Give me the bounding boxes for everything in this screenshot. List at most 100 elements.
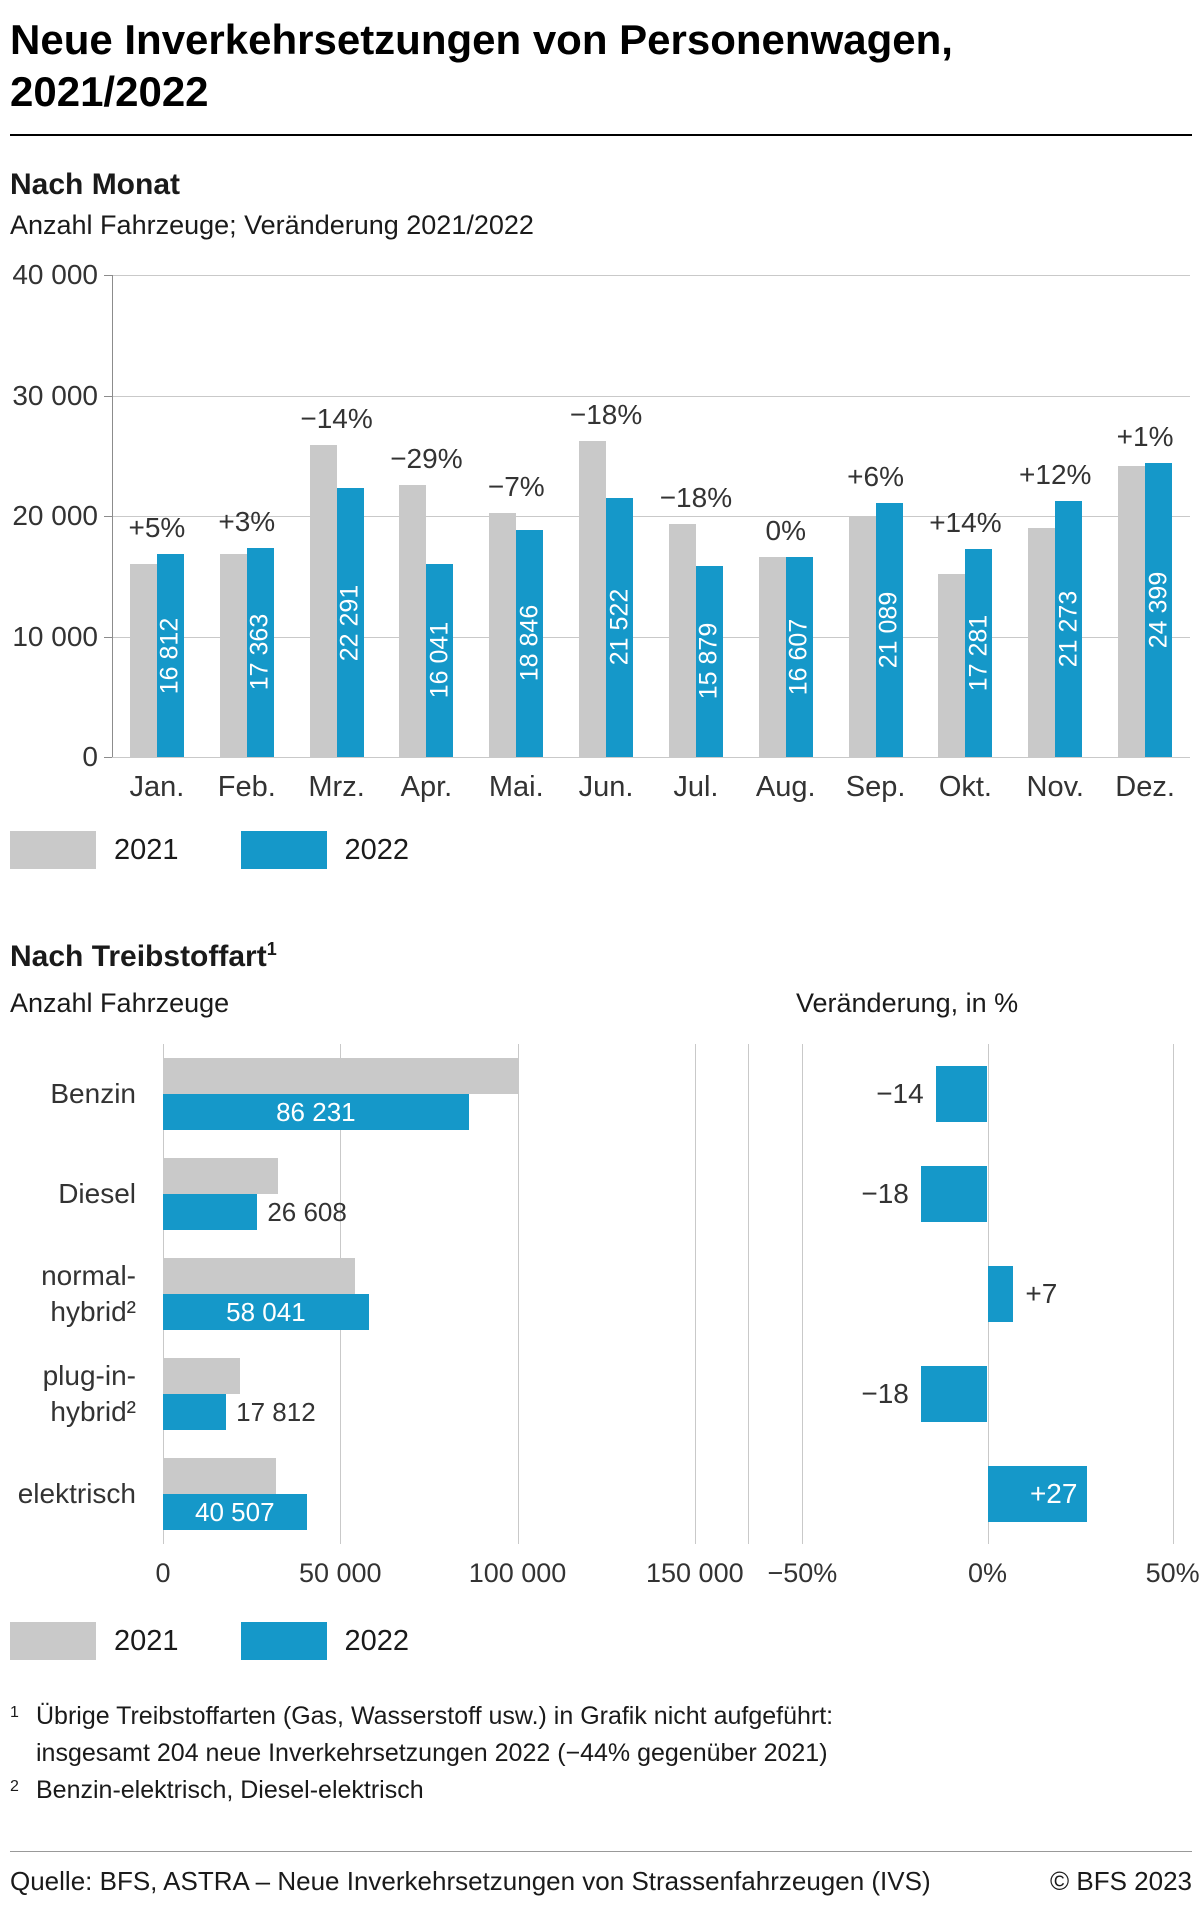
bar-2021: [309, 444, 337, 757]
bar-2021: [1118, 465, 1146, 757]
x-axis-label: 50%: [1145, 1558, 1200, 1588]
gridline: [112, 516, 1190, 517]
plot-edge-line: [748, 1044, 749, 1544]
bar-value-label: 21 089: [874, 591, 903, 669]
gridline: [112, 275, 1190, 276]
bar-value-label: 16 812: [155, 617, 184, 694]
bar-value-label: 17 281: [964, 614, 993, 692]
gridline: [112, 636, 1190, 638]
footnotes: 1 Übrige Treibstoffarten (Gas, Wassersto…: [10, 1698, 1192, 1809]
footnote-2-marker: 2: [10, 1778, 19, 1795]
bar-value-label: 15 879: [694, 623, 723, 700]
x-axis-label: 50 000: [298, 1558, 382, 1588]
fuel-chart-titles: Anzahl Fahrzeuge Veränderung, in %: [10, 988, 1192, 1020]
y-axis-tick: [104, 516, 112, 517]
category-label: Diesel: [58, 1178, 136, 1209]
bar-2022: 16 812: [155, 554, 184, 757]
x-axis-label: Mrz.: [308, 771, 365, 803]
bar-2021: [163, 1458, 277, 1494]
bar-2021: [163, 1258, 356, 1294]
legend-swatch-2022: [240, 831, 327, 869]
bar-2022: [935, 1066, 988, 1122]
bar-2022: 21 089: [874, 502, 903, 757]
y-axis-label: 30 000: [12, 379, 98, 411]
change-label: +3%: [218, 505, 276, 537]
section-heading-fuel-sup: 1: [266, 939, 277, 959]
footnote-1-marker: 1: [10, 1704, 19, 1721]
bar-2022: 16 607: [784, 556, 813, 757]
section-heading-month: Nach Monat: [10, 168, 181, 201]
footer: Quelle: BFS, ASTRA – Neue Inverkehrsetzu…: [10, 1851, 1192, 1897]
bar-2022: 21 273: [1054, 500, 1083, 757]
bar-value-label: 16 041: [425, 622, 454, 699]
section-heading-fuel-text: Nach Treibstoffart: [10, 940, 267, 973]
bar-2022: 22 291: [336, 488, 364, 757]
category-label: elektrisch: [17, 1478, 136, 1509]
legend-swatch-2021: [10, 831, 96, 869]
footer-source: Quelle: BFS, ASTRA – Neue Inverkehrsetzu…: [10, 1866, 931, 1896]
gridline: [112, 395, 1190, 397]
month-chart-subtitle: Anzahl Fahrzeuge; Veränderung 2021/2022: [10, 210, 534, 240]
gridline: [694, 1044, 696, 1544]
bar-value-label: 86 231: [276, 1096, 356, 1127]
bar-2022: 86 231: [163, 1094, 469, 1130]
category-label: plug-in- hybrid²: [42, 1360, 136, 1427]
bar-value-label: −18: [861, 1378, 909, 1409]
page-title-line1: Neue Inverkehrsetzungen von Personenwage…: [10, 16, 953, 63]
legend-label-2022: 2022: [344, 1624, 410, 1657]
fuel-right-chart-title: Veränderung, in %: [796, 988, 1019, 1018]
legend-label-2022: 2022: [344, 833, 410, 866]
change-label: −29%: [390, 442, 463, 474]
bar-value-label: +7: [1025, 1278, 1058, 1309]
x-axis-label: Jul.: [673, 771, 719, 803]
change-label: −14%: [300, 402, 373, 434]
legend-fuel: 2021 2022: [10, 1622, 1192, 1660]
section-heading-fuel: Nach Treibstoffart1: [10, 939, 1192, 974]
bar-2021: [848, 517, 876, 757]
footnote-2-text: Benzin-elektrisch, Diesel-elektrisch: [36, 1776, 424, 1804]
bar-2022: 24 399: [1144, 463, 1173, 757]
change-label: 0%: [765, 514, 806, 546]
change-label: +12%: [1019, 458, 1092, 490]
bar-value-label: 24 399: [1144, 571, 1173, 649]
bar-2021: [758, 556, 786, 757]
bar-value-label: −18: [861, 1178, 909, 1209]
bar-2022: +27: [987, 1466, 1088, 1522]
bar-value-label: 40 507: [195, 1496, 275, 1527]
gridline: [517, 1044, 519, 1544]
x-axis-label: 0: [155, 1558, 171, 1588]
legend-swatch-2021: [10, 1622, 96, 1660]
bar-2021: [219, 553, 247, 757]
bar-value-label: 16 607: [784, 618, 813, 696]
bar-2022: [163, 1394, 227, 1430]
change-label: +5%: [128, 512, 186, 544]
footnote-1: 1 Übrige Treibstoffarten (Gas, Wassersto…: [10, 1698, 1192, 1772]
bar-value-label: 18 846: [515, 605, 544, 682]
change-label: −18%: [659, 481, 733, 513]
bar-2021: [1028, 528, 1056, 757]
bar-2022: 21 522: [605, 497, 634, 757]
bar-2021: [399, 484, 427, 757]
change-label: +6%: [847, 460, 904, 492]
x-axis-label: Jan.: [129, 771, 185, 803]
bar-2022: [920, 1166, 988, 1222]
title-divider: [10, 134, 1192, 136]
fuel-count-chart-plot-area: 86 231 26 608 58 041 17 812 40 507: [163, 1044, 749, 1544]
x-axis-label: 150 000: [646, 1558, 744, 1588]
y-axis-label: 10 000: [12, 620, 98, 652]
legend-label-2021: 2021: [114, 1624, 179, 1657]
x-axis-label: Nov.: [1026, 771, 1084, 803]
footer-copyright: © BFS 2023: [1049, 1866, 1192, 1896]
gridline: [1172, 1044, 1174, 1544]
y-axis-tick: [104, 757, 112, 758]
footnote-1-text: Übrige Treibstoffarten (Gas, Wasserstoff…: [36, 1698, 833, 1772]
bar-2022: 15 879: [694, 565, 723, 757]
x-axis-label: Okt.: [938, 771, 992, 803]
x-axis-label: −50%: [767, 1558, 838, 1588]
bar-value-label: 21 522: [605, 589, 634, 666]
y-axis-line: [112, 275, 113, 757]
bar-2021: [163, 1358, 240, 1394]
bar-2022: [163, 1194, 258, 1230]
bar-value-label: 17 812: [236, 1397, 316, 1427]
legend-monthly: 2021 2022: [10, 831, 1192, 869]
